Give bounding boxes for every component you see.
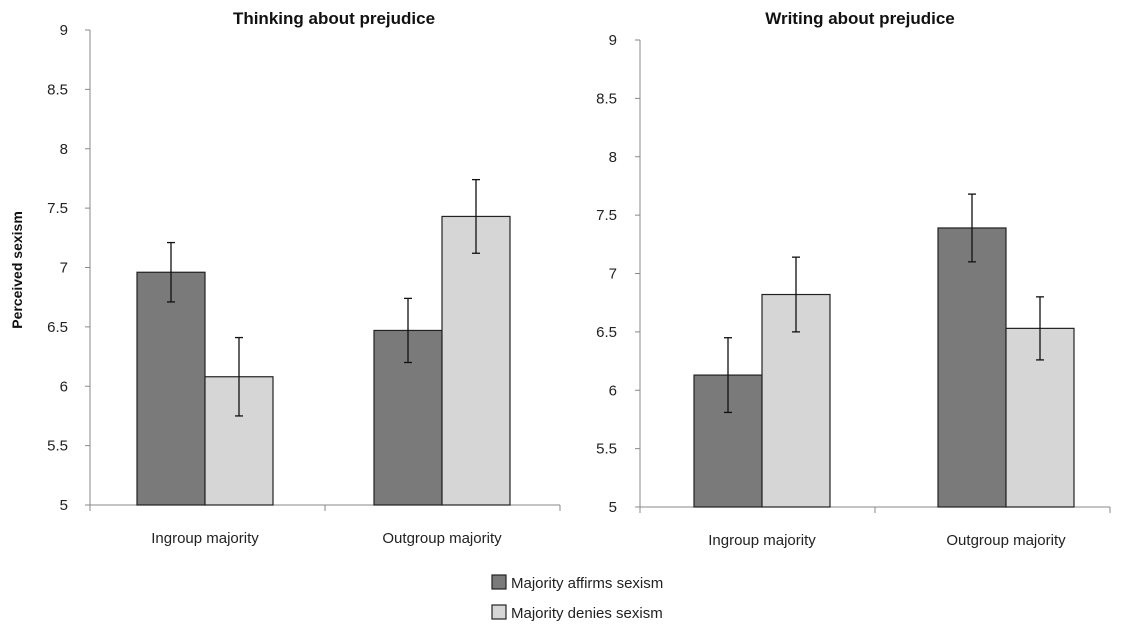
chart-writing: Writing about prejudice 5 5.5 6 6.5 7 7.5 8 8.5… (596, 9, 1111, 549)
y-tick-label: 8.5 (47, 81, 68, 98)
category-label-outgroup: Outgroup majority (382, 530, 502, 547)
chart-title: Thinking about prejudice (233, 9, 435, 28)
bar-outgroup-affirms (937, 227, 1007, 508)
category-label-ingroup: Ingroup majority (708, 532, 816, 549)
y-tick-label: 9 (60, 22, 68, 39)
y-tick-label: 6.5 (596, 324, 617, 341)
category-label-ingroup: Ingroup majority (151, 530, 259, 547)
chart-title: Writing about prejudice (765, 9, 955, 28)
y-tick-label: 7.5 (47, 200, 68, 217)
y-tick-label: 8 (60, 141, 68, 158)
legend-swatch-denies (491, 604, 507, 620)
legend: Majority affirms sexism Majority denies … (491, 574, 663, 622)
legend-label-affirms: Majority affirms sexism (511, 575, 663, 592)
y-tick-label: 7 (60, 260, 68, 277)
y-tick-label: 5.5 (596, 441, 617, 458)
legend-swatch-affirms (491, 574, 507, 590)
y-tick-label: 6 (60, 378, 68, 395)
y-tick-label: 6 (609, 382, 617, 399)
bar-outgroup-denies (441, 215, 511, 506)
y-tick-label: 7 (609, 266, 617, 283)
bar-ingroup-affirms (136, 271, 206, 506)
y-tick-label: 8 (609, 149, 617, 166)
y-tick-label: 5 (60, 497, 68, 514)
chart-thinking: Thinking about prejudice Perceived sexis… (9, 9, 561, 547)
y-tick-label: 5 (609, 499, 617, 516)
y-axis-label: Perceived sexism (9, 211, 25, 329)
y-tick-label: 8.5 (596, 90, 617, 107)
y-tick-label: 5.5 (47, 438, 68, 455)
category-label-outgroup: Outgroup majority (946, 532, 1066, 549)
y-tick-label: 6.5 (47, 319, 68, 336)
y-tick-label: 7.5 (596, 207, 617, 224)
legend-label-denies: Majority denies sexism (511, 605, 663, 622)
y-tick-label: 9 (609, 32, 617, 49)
